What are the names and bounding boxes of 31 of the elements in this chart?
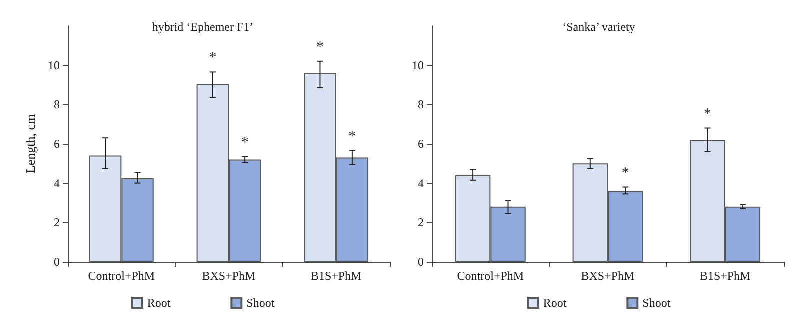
annotation: * xyxy=(209,50,217,66)
y-axis-title: Length, cm xyxy=(23,114,38,174)
x-tick-label: BXS+PhM xyxy=(581,269,636,283)
y-tick-label: 2 xyxy=(418,216,424,230)
y-tick-label: 4 xyxy=(54,176,60,190)
y-tick-label: 0 xyxy=(418,255,424,269)
y-tick-label: 2 xyxy=(54,216,60,230)
x-tick-label: B1S+PhM xyxy=(700,269,752,283)
annotation: * xyxy=(348,128,356,145)
legend-label: Shoot xyxy=(642,296,672,310)
chart-title: ‘Sanka’ variety xyxy=(562,20,636,34)
y-tick-label: 4 xyxy=(418,176,424,190)
x-tick-label: BXS+PhM xyxy=(202,269,256,283)
annotation: * xyxy=(622,165,630,182)
annotation: * xyxy=(704,106,712,122)
y-tick-label: 10 xyxy=(48,58,60,72)
x-tick-label: B1S+PhM xyxy=(310,269,362,283)
y-tick-label: 8 xyxy=(54,98,60,112)
y-tick-label: 6 xyxy=(54,137,60,151)
y-tick-label: 6 xyxy=(418,137,424,151)
y-tick-label: 8 xyxy=(418,98,424,112)
legend-label: Root xyxy=(543,296,568,310)
y-tick-label: 0 xyxy=(54,255,60,269)
x-tick-label: Control+PhM xyxy=(88,269,156,283)
legend-label: Shoot xyxy=(246,296,276,310)
chart-title: hybrid ‘Ephemer F1’ xyxy=(152,20,254,34)
y-tick-label: 10 xyxy=(412,58,424,72)
annotation: * xyxy=(241,134,249,151)
x-tick-label: Control+PhM xyxy=(457,269,524,283)
legend-label: Root xyxy=(147,296,172,310)
annotation: * xyxy=(316,39,324,56)
